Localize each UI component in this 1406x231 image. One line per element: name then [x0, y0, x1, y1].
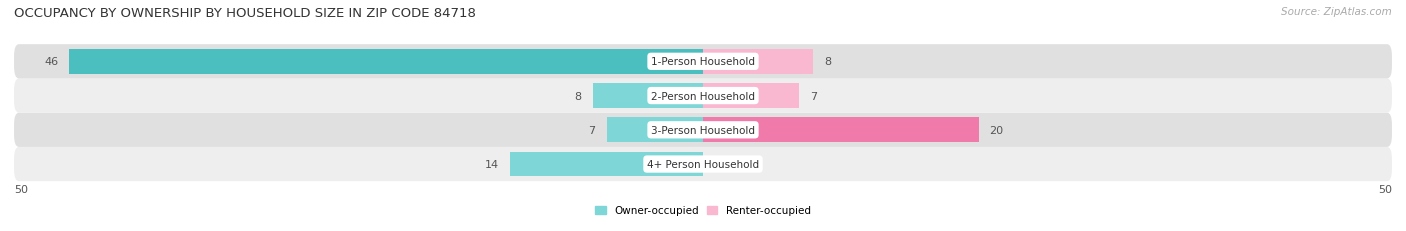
Text: 14: 14 — [485, 159, 499, 169]
Bar — [510, 152, 703, 177]
FancyBboxPatch shape — [14, 147, 1392, 181]
Text: Source: ZipAtlas.com: Source: ZipAtlas.com — [1281, 7, 1392, 17]
Text: 20: 20 — [990, 125, 1004, 135]
Text: 1-Person Household: 1-Person Household — [651, 57, 755, 67]
Text: 7: 7 — [810, 91, 818, 101]
Text: 50: 50 — [14, 184, 28, 194]
Text: 8: 8 — [575, 91, 582, 101]
Bar — [703, 84, 800, 108]
Bar — [593, 84, 703, 108]
Text: 50: 50 — [1378, 184, 1392, 194]
Legend: Owner-occupied, Renter-occupied: Owner-occupied, Renter-occupied — [595, 205, 811, 216]
FancyBboxPatch shape — [14, 79, 1392, 113]
Bar — [703, 118, 979, 143]
Text: 0: 0 — [714, 159, 721, 169]
FancyBboxPatch shape — [14, 113, 1392, 147]
Text: 2-Person Household: 2-Person Household — [651, 91, 755, 101]
Bar — [606, 118, 703, 143]
Text: 46: 46 — [44, 57, 58, 67]
Text: 7: 7 — [588, 125, 596, 135]
Text: 8: 8 — [824, 57, 831, 67]
Text: 3-Person Household: 3-Person Household — [651, 125, 755, 135]
Text: OCCUPANCY BY OWNERSHIP BY HOUSEHOLD SIZE IN ZIP CODE 84718: OCCUPANCY BY OWNERSHIP BY HOUSEHOLD SIZE… — [14, 7, 477, 20]
Bar — [69, 50, 703, 74]
Bar — [703, 50, 813, 74]
Text: 4+ Person Household: 4+ Person Household — [647, 159, 759, 169]
FancyBboxPatch shape — [14, 45, 1392, 79]
